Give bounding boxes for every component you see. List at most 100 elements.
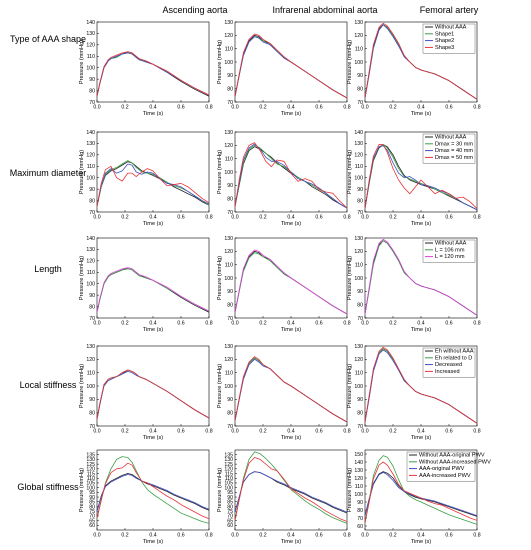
y-tick-label: 90: [89, 187, 95, 193]
y-tick-label: 115: [87, 471, 95, 477]
x-tick-label: 0.4: [287, 321, 294, 327]
x-tick-label: 0.0: [361, 321, 368, 327]
y-tick-label: 70: [357, 100, 363, 106]
legend-label: Eh related to D: [435, 355, 472, 361]
x-tick-label: 0.2: [389, 215, 396, 221]
x-axis-label: Time (s): [411, 327, 431, 333]
x-tick-label: 0.2: [259, 321, 266, 327]
y-axis-label: Pressure (mmHg): [217, 256, 223, 300]
chart-panel: 0.0 0.2 0.4 0.6 0.8 70 80 90 100 110 120 130 140 Time…: [79, 236, 213, 333]
x-tick-label: 0.2: [259, 105, 266, 111]
y-axis-label: Pressure (mmHg): [79, 40, 85, 84]
column-title: Ascending aorta: [162, 5, 227, 15]
x-tick-label: 0.8: [343, 533, 350, 539]
legend-box: [422, 23, 476, 54]
x-axis-label: Time (s): [411, 539, 431, 545]
x-tick-label: 0.8: [343, 105, 350, 111]
chart-panel: 0.0 0.2 0.4 0.6 0.8 70 80 90 100 110 120 130 Time (s…: [347, 236, 481, 333]
chart-panel: 0.0 0.2 0.4 0.6 0.8 70 80 90 100 110 120 130 140 Time…: [79, 20, 213, 117]
x-tick-label: 0.0: [231, 533, 238, 539]
x-tick-label: 0.6: [177, 215, 184, 221]
x-tick-label: 0.6: [315, 321, 322, 327]
y-tick-label: 140: [354, 460, 363, 466]
y-tick-label: 100: [224, 384, 233, 390]
x-tick-label: 0.4: [417, 215, 424, 221]
series-line: [364, 346, 478, 424]
x-tick-label: 0.8: [343, 429, 350, 435]
chart-panel: 0.0 0.2 0.4 0.6 0.8 70 80 90 100 110 120 130 Time (s…: [217, 20, 351, 117]
y-tick-label: 80: [357, 302, 363, 308]
legend-label: Increased: [435, 369, 460, 375]
y-tick-label: 110: [355, 164, 363, 170]
series-line: [96, 369, 210, 420]
x-tick-label: 0.6: [315, 429, 322, 435]
x-axis-label: Time (s): [411, 435, 431, 441]
y-tick-label: 100: [86, 485, 95, 491]
legend-label: L = 120 mm: [435, 254, 465, 260]
legend-label: Decreased: [435, 362, 462, 368]
chart-panel: 0.0 0.2 0.4 0.6 0.8 60 70 80 90 100 110 120 130 140 15…: [347, 449, 481, 545]
x-axis-label: Time (s): [143, 221, 163, 227]
row-label: Local stiffness: [20, 380, 77, 390]
y-tick-label: 80: [357, 86, 363, 92]
series-line: [96, 473, 210, 512]
x-tick-label: 0.0: [231, 215, 238, 221]
y-tick-label: 130: [86, 457, 95, 463]
y-tick-label: 110: [355, 370, 363, 376]
y-tick-label: 85: [227, 500, 233, 506]
series-line: [234, 356, 348, 423]
x-tick-label: 0.0: [361, 105, 368, 111]
y-tick-label: 70: [89, 316, 95, 322]
series-line: [364, 471, 478, 517]
series-line: [96, 51, 210, 97]
x-tick-label: 0.4: [287, 533, 294, 539]
y-tick-label: 140: [86, 236, 95, 242]
x-tick-label: 0.2: [121, 429, 128, 435]
series-line: [96, 267, 210, 313]
y-tick-label: 110: [355, 46, 363, 52]
y-tick-label: 90: [357, 187, 363, 193]
y-tick-label: 130: [354, 468, 363, 474]
x-tick-label: 0.0: [231, 429, 238, 435]
series-line: [96, 163, 210, 207]
y-tick-label: 140: [86, 20, 95, 26]
y-tick-label: 70: [227, 514, 233, 520]
x-axis-label: Time (s): [281, 539, 301, 545]
series-line: [234, 36, 348, 99]
y-axis-label: Pressure (mmHg): [217, 150, 223, 194]
y-tick-label: 90: [227, 397, 233, 403]
x-axis-label: Time (s): [281, 435, 301, 441]
y-tick-label: 100: [224, 60, 233, 66]
y-tick-label: 85: [89, 500, 95, 506]
series-line: [234, 249, 348, 315]
x-tick-label: 0.8: [343, 215, 350, 221]
legend-label: Dmax = 40 mm: [435, 148, 473, 154]
y-tick-label: 65: [227, 518, 233, 524]
series-line: [96, 165, 210, 207]
y-tick-label: 130: [224, 130, 233, 136]
x-tick-label: 0.6: [445, 105, 452, 111]
row-label: Length: [34, 264, 62, 274]
x-tick-label: 0.4: [287, 105, 294, 111]
y-tick-label: 90: [89, 77, 95, 83]
series-line: [364, 461, 478, 523]
x-tick-label: 0.0: [231, 105, 238, 111]
x-tick-label: 0.0: [231, 321, 238, 327]
y-tick-label: 125: [224, 462, 233, 468]
y-tick-label: 130: [354, 20, 363, 26]
series-line: [96, 161, 210, 207]
y-tick-label: 110: [225, 156, 233, 162]
series-line: [234, 252, 348, 315]
series-line: [364, 238, 478, 316]
y-tick-label: 70: [89, 100, 95, 106]
series-line: [234, 36, 348, 99]
y-axis-label: Pressure (mmHg): [347, 150, 353, 194]
x-tick-label: 0.0: [93, 321, 100, 327]
y-tick-label: 110: [87, 270, 95, 276]
series-line: [96, 52, 210, 97]
plot-frame: [96, 237, 210, 319]
y-tick-label: 70: [357, 516, 363, 522]
y-tick-label: 120: [354, 249, 363, 255]
